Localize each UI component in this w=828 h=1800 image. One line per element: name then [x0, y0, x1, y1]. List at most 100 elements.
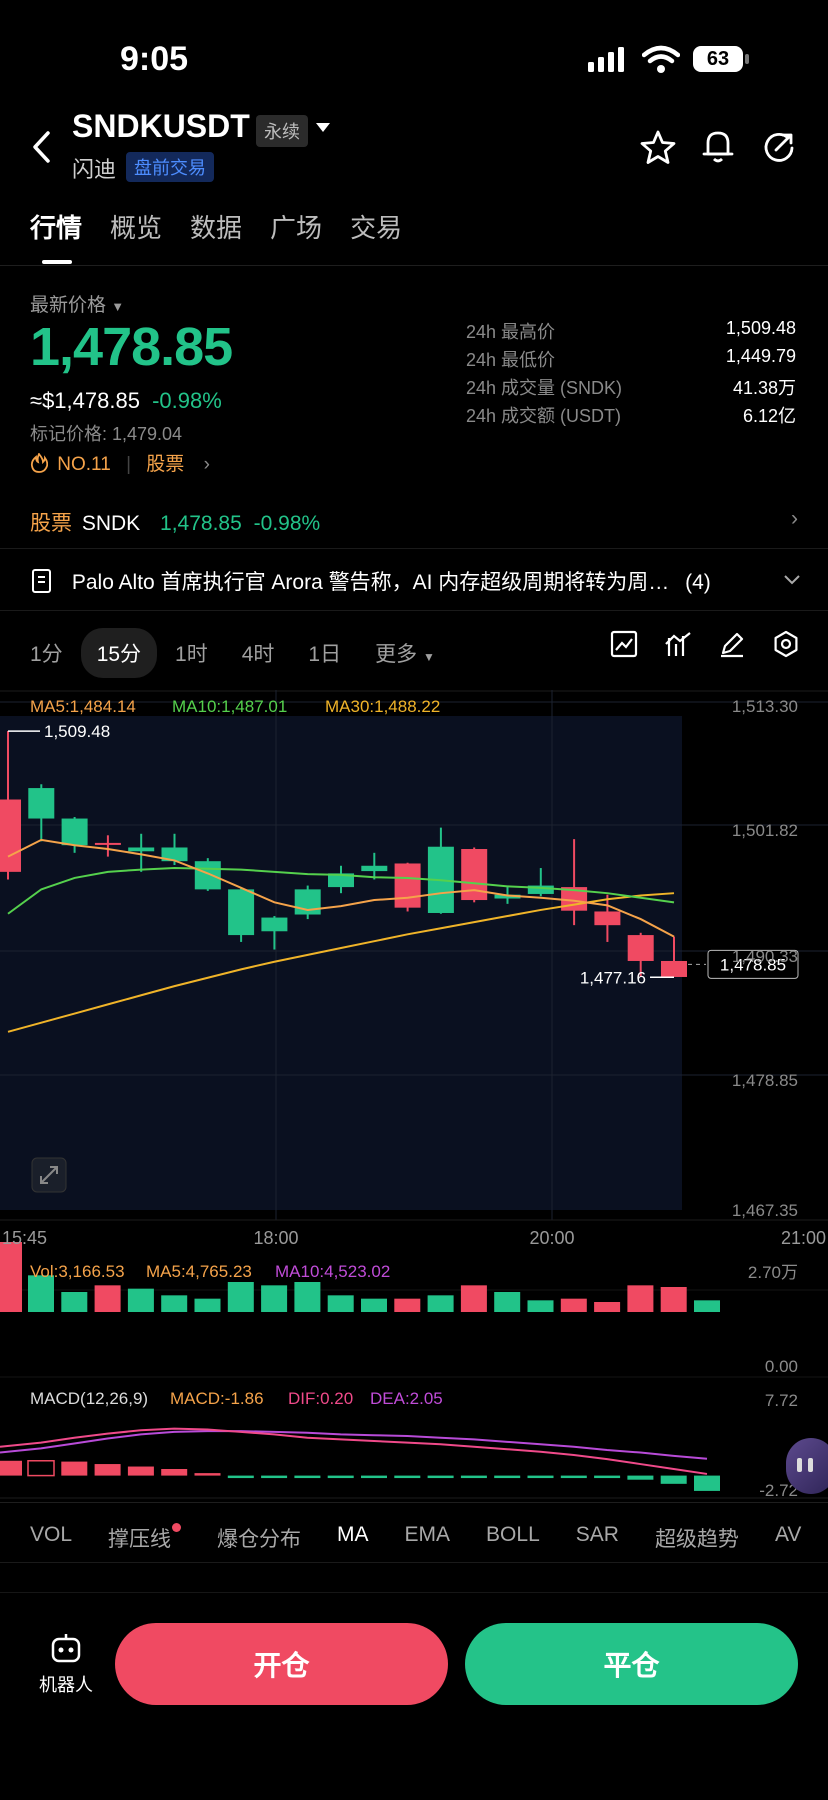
divider: [0, 1502, 828, 1503]
candle-body: [61, 818, 88, 846]
axis-ticks: 1,513.301,501.821,490.331,478.851,467.35…: [2, 697, 826, 1500]
chevron-down-icon[interactable]: [784, 575, 800, 585]
indicator-av[interactable]: AV: [774, 1523, 802, 1546]
indicator-sar[interactable]: SAR: [575, 1523, 619, 1546]
news-count: (4): [685, 571, 711, 594]
robot-button[interactable]: 机器人: [36, 1632, 96, 1697]
alert-bell-icon[interactable]: [702, 128, 734, 164]
expand-icon[interactable]: [31, 1157, 67, 1193]
indicator-boll[interactable]: BOLL: [486, 1523, 540, 1546]
stock-reference-row[interactable]: 股票 SNDK 1,478.85 -0.98% ›: [30, 507, 798, 537]
indicator-liquidation[interactable]: 爆仓分布: [217, 1528, 302, 1551]
y-tick-label: 1,467.35: [732, 1201, 798, 1220]
macd-hist-bar: [460, 1475, 487, 1479]
indicator-tabs: VOL 撑压线 爆仓分布 MA EMA BOLL SAR 超级趋势 AV: [30, 1523, 801, 1553]
robot-icon: [51, 1634, 81, 1663]
dea-value: DEA:2.05: [370, 1389, 443, 1408]
macd-hist-bar: [660, 1475, 687, 1484]
assistant-bubble[interactable]: [786, 1438, 828, 1494]
stat-label: 24h 成交量 (SNDK): [466, 378, 623, 398]
back-arrow-icon[interactable]: [30, 130, 52, 164]
tab-trade[interactable]: 交易: [350, 213, 403, 243]
macd-hist-bar: [694, 1475, 720, 1491]
indicator-ema[interactable]: EMA: [404, 1523, 451, 1546]
chevron-right-icon: ›: [791, 507, 798, 530]
settings-icon[interactable]: [772, 630, 800, 658]
stat-value: 6.12亿: [742, 406, 796, 426]
tab-overview[interactable]: 概览: [110, 213, 163, 243]
volume-bar: [427, 1295, 454, 1312]
volume-bar: [560, 1298, 587, 1312]
macd-hist-bar: [94, 1464, 121, 1476]
draw-icon[interactable]: [718, 630, 746, 658]
stat-high: 24h 最高价 1,509.48: [466, 318, 796, 346]
y-tick-label: 1,478.85: [732, 1071, 798, 1090]
news-row[interactable]: Palo Alto 首席执行官 Arora 警告称，AI 内存超级周期将转为周……: [30, 566, 800, 596]
ma5-legend: MA5:1,484.14: [30, 697, 136, 716]
candle-body: [494, 894, 521, 899]
share-icon[interactable]: [762, 130, 796, 164]
timeframe-more[interactable]: 更多 ▼: [375, 638, 435, 668]
timeframe-1d[interactable]: 1日: [308, 643, 342, 666]
contract-type-badge: 永续: [256, 115, 308, 147]
timeframe-4h[interactable]: 4时: [241, 643, 275, 666]
last-price-box: [707, 949, 799, 979]
timeframe-15m[interactable]: 15分: [80, 628, 158, 678]
volume-bar: [460, 1285, 487, 1312]
stat-value: 1,509.48: [725, 318, 796, 338]
ma10-legend: MA10:1,487.01: [172, 697, 287, 716]
last-price-label: 1,478.85: [720, 955, 786, 974]
favorite-star-icon[interactable]: [640, 130, 676, 164]
chart-type-icon[interactable]: [610, 630, 638, 658]
session-highlight: [0, 716, 682, 1210]
divider: [0, 1592, 828, 1593]
volume-bar: [494, 1292, 521, 1312]
ma5-line: [7, 838, 675, 938]
ma30-line: [7, 892, 675, 1033]
volume-bars: [0, 1242, 720, 1312]
x-tick-label: 15:45: [2, 1228, 47, 1248]
rank-line[interactable]: NO.11 | 股票 ›: [30, 449, 210, 476]
candle-body: [161, 847, 188, 862]
price-chart[interactable]: 1,509.48 1,477.16 1,478.85 1,513.30 1,501.8…: [0, 690, 828, 1510]
divider: [0, 265, 828, 266]
indicator-support-resistance[interactable]: 撑压线: [108, 1523, 182, 1553]
stat-label: 24h 最低价: [466, 350, 556, 370]
stock-label: 股票: [30, 512, 72, 535]
new-dot: [172, 1523, 182, 1532]
latest-price-label[interactable]: 最新价格 ▼: [30, 290, 124, 317]
pair-title[interactable]: SNDKUSDT: [72, 108, 250, 144]
vol-ma10-legend: MA10:4,523.02: [275, 1262, 390, 1281]
open-position-button[interactable]: 开仓: [115, 1623, 448, 1705]
y-tick-label: 1,501.82: [732, 821, 798, 840]
volume-bar: [28, 1275, 54, 1312]
pair-dropdown-icon[interactable]: [315, 122, 331, 134]
indicator-ma[interactable]: MA: [337, 1523, 369, 1546]
macd-hist-bar: [361, 1475, 387, 1479]
timeframe-1m[interactable]: 1分: [30, 643, 63, 666]
usd-price-line: ≈$1,478.85 -0.98%: [30, 388, 222, 414]
ma10-line: [7, 867, 675, 915]
indicator-supertrend[interactable]: 超级趋势: [654, 1528, 739, 1551]
tab-market[interactable]: 行情: [30, 213, 83, 243]
y-tick-label: 1,490.33: [732, 947, 798, 966]
macd-hist-bar: [227, 1475, 254, 1479]
tab-data[interactable]: 数据: [190, 213, 243, 243]
macd-hist-bar: [594, 1475, 621, 1479]
indicator-vol[interactable]: VOL: [30, 1523, 73, 1546]
macd-hist-bar: [161, 1469, 188, 1476]
volume-bar: [361, 1298, 387, 1312]
stat-low: 24h 最低价 1,449.79: [466, 346, 796, 374]
tab-square[interactable]: 广场: [270, 213, 323, 243]
macd-hist-bar: [127, 1466, 154, 1476]
volume-bar: [694, 1300, 720, 1312]
cellular-signal-icon: [588, 47, 624, 72]
ma30-legend: MA30:1,488.22: [325, 697, 440, 716]
low-label: 1,477.16: [580, 968, 646, 987]
close-position-button[interactable]: 平仓: [465, 1623, 798, 1705]
timeframe-1h[interactable]: 1时: [175, 643, 208, 666]
news-headline: Palo Alto 首席执行官 Arora 警告称，AI 内存超级周期将转为周…: [71, 571, 670, 594]
volume-tick-label: 0.00: [765, 1357, 798, 1376]
indicator-icon[interactable]: [664, 630, 692, 658]
macd-hist-bar: [427, 1475, 454, 1479]
